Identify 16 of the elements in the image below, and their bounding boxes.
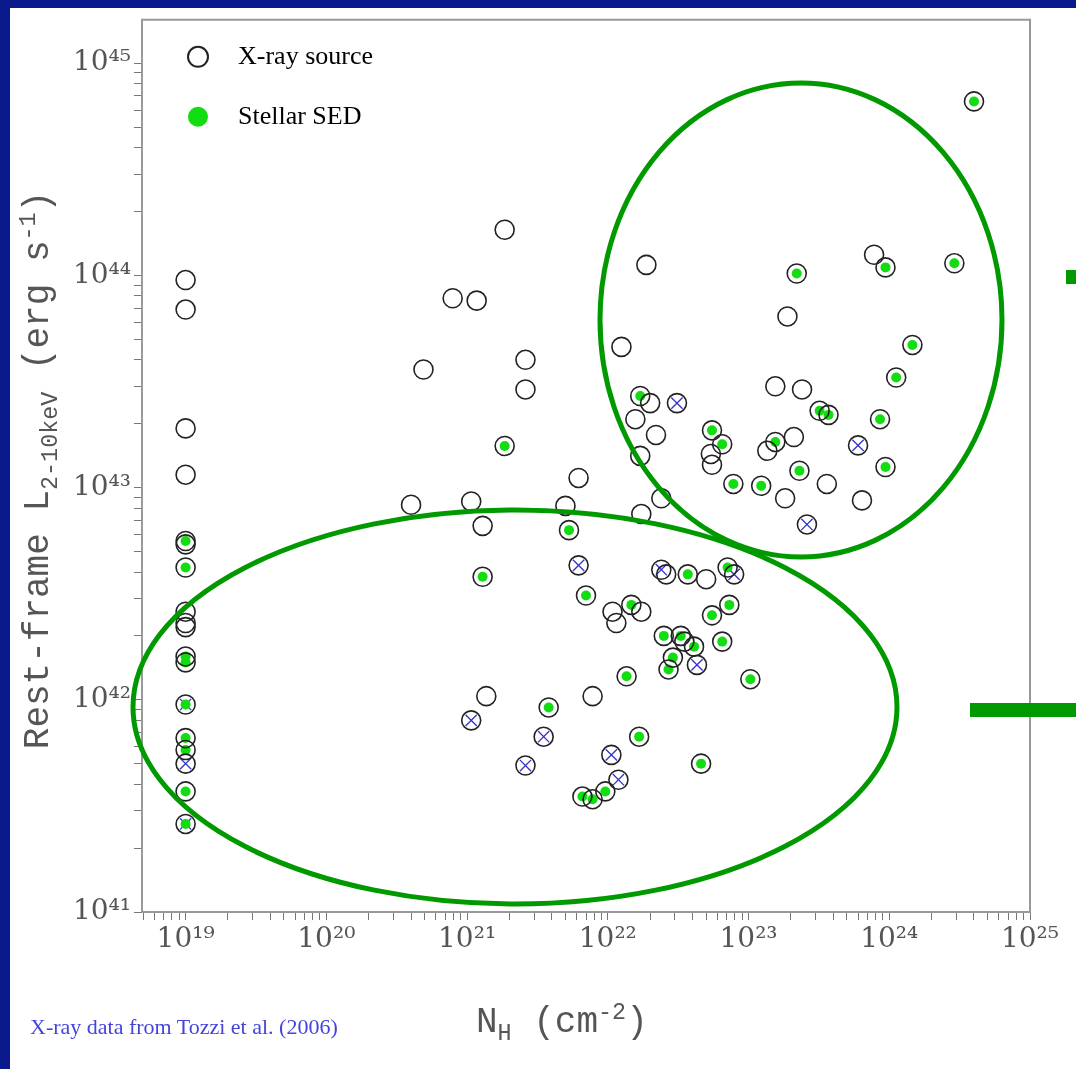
y-tick-label: 10⁴³ bbox=[72, 468, 131, 502]
legend-label: X-ray source bbox=[238, 40, 373, 70]
x-axis-title: N$_{H}$ (cm$^{-2}$) bbox=[476, 1000, 648, 1048]
legend-label: Stellar SED bbox=[238, 100, 362, 130]
x-tick-label: 10¹⁹ bbox=[156, 921, 215, 955]
y-tick-label: 10⁴⁴ bbox=[72, 256, 131, 290]
x-tick-label: 10²⁵ bbox=[1000, 921, 1060, 955]
x-tick-label: 10²⁰ bbox=[297, 921, 356, 955]
y-tick-label: 10⁴² bbox=[72, 681, 131, 715]
x-tick-label: 10²³ bbox=[719, 921, 778, 955]
y-tick-label: 10⁴¹ bbox=[72, 893, 131, 927]
x-tick-label: 10²⁴ bbox=[860, 921, 919, 955]
y-tick-label: 10⁴⁵ bbox=[72, 44, 131, 78]
text: X-ray data from Tozzi et al. (2006) bbox=[30, 1014, 338, 1040]
x-tick-label: 10²¹ bbox=[438, 921, 497, 955]
x-tick-label: 10²² bbox=[578, 921, 637, 955]
